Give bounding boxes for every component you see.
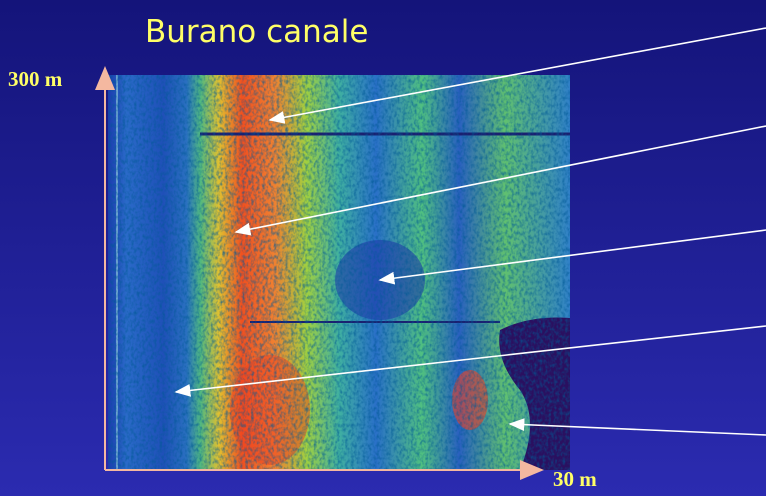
sonar-image	[108, 75, 570, 470]
axes	[95, 66, 544, 480]
y-axis-label: 300 m	[8, 67, 63, 91]
slide-title: Burano canale	[145, 14, 369, 50]
callout-arrows	[174, 27, 766, 436]
x-axis-label: 30 m	[553, 467, 597, 491]
